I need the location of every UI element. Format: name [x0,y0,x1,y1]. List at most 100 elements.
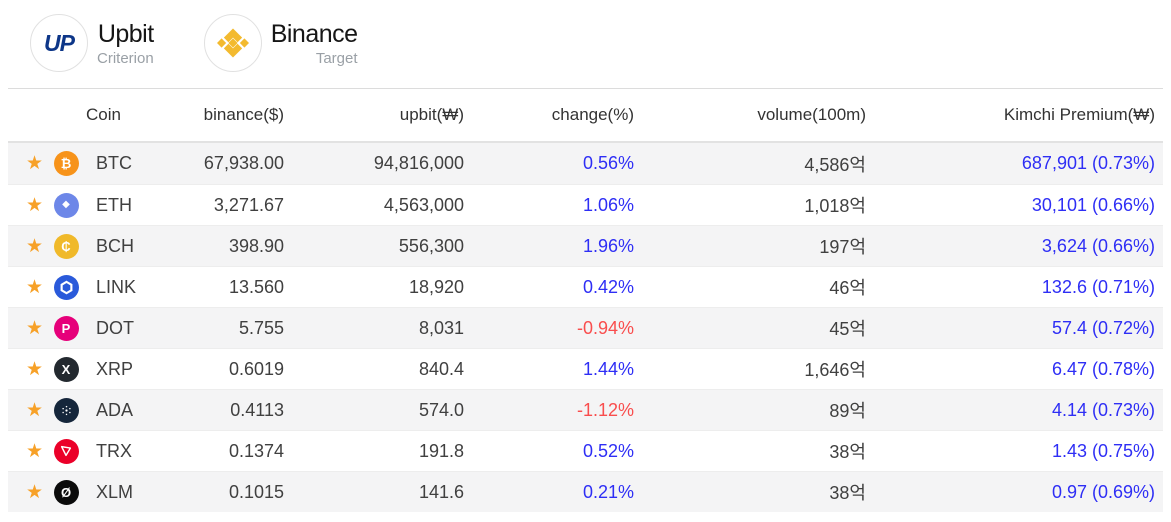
favorite-star-icon[interactable]: ★ [26,358,44,380]
binance-price: 3,271.67 [213,194,284,215]
coin-code: BTC [96,153,132,173]
favorite-star-icon[interactable]: ★ [26,235,44,257]
upbit-mark: UP [44,29,75,56]
change-percent: 0.52% [582,440,634,461]
volume: 4,586억 [804,154,866,175]
ada-icon [53,397,79,423]
exchange-selector-bar: UP Upbit Criterion Binance Target [0,0,1171,88]
volume: 197억 [819,237,866,257]
change-percent: 0.21% [582,481,634,502]
upbit-price: 556,300 [398,235,464,256]
volume: 38억 [829,483,866,503]
table-row-bch[interactable]: ★ ₵ BCH 398.90 556,300 1.96% 197억 3,624 … [8,225,1163,266]
kimchi-premium: 0.97 (0.69%) [1051,481,1155,502]
coin-code: XRP [96,358,134,379]
upbit-price: 8,031 [418,317,464,338]
exchange-name: Upbit [97,19,154,48]
coin-code: ADA [96,399,134,420]
change-percent: 0.56% [582,153,634,173]
binance-price: 13.560 [228,276,284,297]
upbit-price: 94,816,000 [373,153,464,173]
table-body: ★ ₿ BTC 67,938.00 94,816,000 0.56% 4,586… [8,143,1163,512]
binance-price: 398.90 [228,235,284,256]
favorite-star-icon[interactable]: ★ [26,276,44,298]
binance-logo-icon [203,14,262,72]
xrp-icon: X [53,356,79,382]
coin-code: TRX [96,440,132,461]
favorite-star-icon[interactable]: ★ [26,153,44,174]
coin-code: BCH [96,235,135,256]
volume: 89억 [829,401,866,421]
binance-price: 0.6019 [228,358,284,379]
binance-price: 67,938.00 [203,153,284,173]
favorite-star-icon[interactable]: ★ [26,440,44,462]
favorite-star-icon[interactable]: ★ [26,481,44,503]
upbit-price: 18,920 [408,276,464,297]
col-kimchi-premium[interactable]: Kimchi Premium(₩) [1003,105,1155,124]
col-binance-price[interactable]: binance($) [203,105,284,124]
col-coin[interactable]: Coin [86,105,121,124]
table-row-xrp[interactable]: ★ X XRP 0.6019 840.4 1.44% 1,646억 6.47 (… [8,348,1163,389]
volume: 46억 [829,278,866,298]
criterion-exchange-upbit[interactable]: UP Upbit Criterion [30,14,154,72]
col-change[interactable]: change(%) [551,105,634,124]
trx-icon [53,438,79,464]
coin-code: ETH [96,194,132,215]
xlm-icon: Ø [53,479,79,505]
change-percent: 1.06% [582,194,634,215]
favorite-star-icon[interactable]: ★ [26,399,44,421]
kimchi-premium: 6.47 (0.78%) [1051,358,1155,379]
volume: 1,018억 [804,196,866,216]
binance-price: 0.1015 [228,481,284,502]
exchange-role: Criterion [97,49,154,67]
kimchi-premium: 4.14 (0.73%) [1051,399,1155,420]
table-row-dot[interactable]: ★ P DOT 5.755 8,031 -0.94% 45억 57.4 (0.7… [8,307,1163,348]
coin-code: DOT [96,317,134,338]
change-percent: -1.12% [576,399,634,420]
change-percent: 0.42% [582,276,634,297]
kimchi-premium: 3,624 (0.66%) [1041,235,1155,256]
volume: 38억 [829,442,866,462]
upbit-price: 191.8 [418,440,464,461]
binance-price: 0.4113 [230,399,284,420]
table-row-ada[interactable]: ★ ADA 0.4113 574.0 -1.12% 89억 4.14 (0.73… [8,389,1163,430]
upbit-price: 141.6 [418,481,464,502]
upbit-price: 574.0 [418,399,464,420]
kimchi-premium: 30,101 (0.66%) [1031,194,1155,215]
col-upbit-price[interactable]: upbit(₩) [399,105,464,124]
table-row-trx[interactable]: ★ TRX 0.1374 191.8 0.52% 38억 1.43 (0.75%… [8,430,1163,471]
favorite-star-icon[interactable]: ★ [26,317,44,339]
table-row-link[interactable]: ★ LINK 13.560 18,920 0.42% 46억 132.6 (0.… [8,266,1163,307]
kimchi-premium: 687,901 (0.73%) [1021,153,1155,173]
eth-icon: ◆ [53,192,79,218]
dot-icon: P [53,315,79,341]
coin-code: LINK [96,276,137,297]
coin-code: XLM [96,481,134,502]
col-volume[interactable]: volume(100m) [757,105,866,124]
table-row-eth[interactable]: ★ ◆ ETH 3,271.67 4,563,000 1.06% 1,018억 … [8,184,1163,225]
bch-icon: ₵ [53,233,79,259]
table-header: Coin binance($) upbit(₩) change(%) volum… [8,89,1163,143]
change-percent: 1.96% [582,235,634,256]
change-percent: 1.44% [582,358,634,379]
link-icon [53,274,79,300]
upbit-logo-icon: UP [30,14,88,72]
change-percent: -0.94% [576,317,634,338]
target-exchange-binance[interactable]: Binance Target [203,14,358,72]
btc-icon: ₿ [53,151,79,176]
exchange-name: Binance [270,19,358,48]
table-row-xlm[interactable]: ★ Ø XLM 0.1015 141.6 0.21% 38억 0.97 (0.6… [8,471,1163,512]
upbit-price: 840.4 [418,358,464,379]
kimchi-premium: 57.4 (0.72%) [1051,317,1155,338]
volume: 1,646억 [804,360,866,380]
kimchi-premium: 132.6 (0.71%) [1041,276,1155,297]
kimchi-premium: 1.43 (0.75%) [1051,440,1155,461]
binance-price: 0.1374 [228,440,284,461]
upbit-price: 4,563,000 [383,194,464,215]
binance-price: 5.755 [238,317,284,338]
table-row-btc[interactable]: ★ ₿ BTC 67,938.00 94,816,000 0.56% 4,586… [8,143,1163,184]
exchange-role: Target [315,49,358,67]
favorite-star-icon[interactable]: ★ [26,194,44,216]
kimchi-premium-table: Coin binance($) upbit(₩) change(%) volum… [8,88,1163,512]
volume: 45억 [829,319,866,339]
